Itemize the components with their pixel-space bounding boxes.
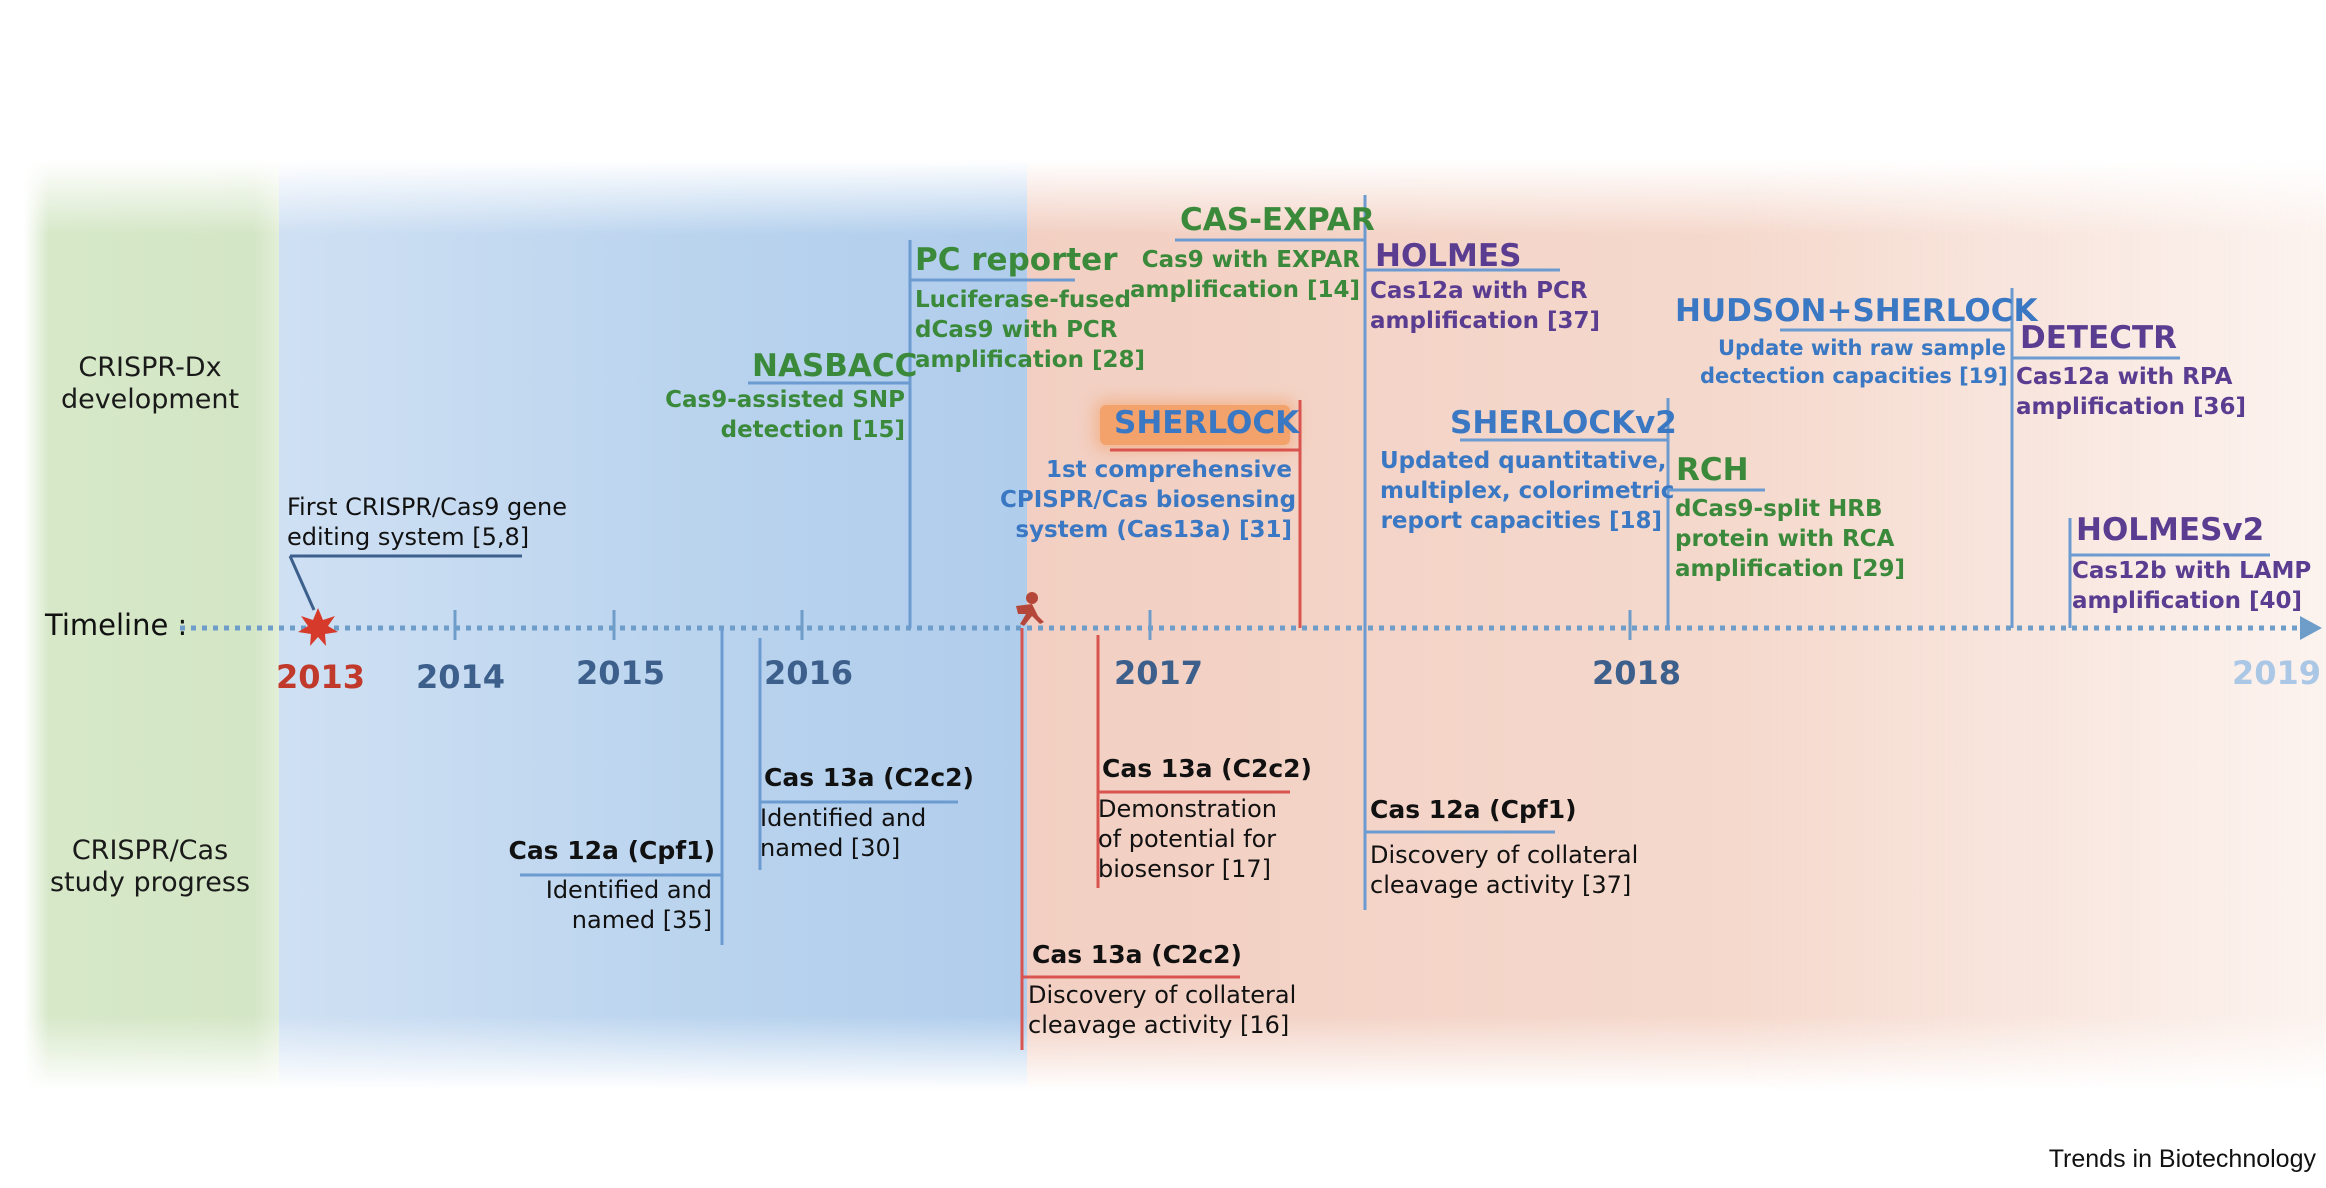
cas12a-collateral-desc: Discovery of collateral cleavage activity… [1370,841,1639,899]
nasbacc-title: NASBACC [752,348,918,384]
year-2014: 2014 [416,658,506,696]
rch-title: RCH [1676,452,1749,488]
row-label-band [24,160,279,1090]
timeline-label: Timeline : [45,608,188,642]
cas12a-identified-title: Cas 12a (Cpf1) [508,836,715,865]
row-label-dx: CRISPR-Dx development [60,352,240,415]
year-2016: 2016 [764,654,854,692]
detectr-title: DETECTR [2020,320,2177,356]
row-label-study: CRISPR/Cas study progress [49,835,251,898]
holmes-desc: Cas12a with PCR amplification [37] [1370,278,1601,334]
sherlock-desc: 1st comprehensive CPISPR/Cas biosensing sy… [1000,457,1297,543]
year-2015: 2015 [576,654,666,692]
holmesv2-title: HOLMESv2 [2076,512,2265,548]
hudson-sherlock-desc: Update with raw sample dectection capacit… [1700,336,2008,388]
sherlockv2-title: SHERLOCKv2 [1450,405,1677,441]
hudson-sherlock-title: HUDSON+SHERLOCK [1675,293,2038,329]
cas-expar-title: CAS-EXPAR [1180,202,1375,238]
runner-icon [1016,592,1044,626]
journal-footer: Trends in Biotechnology [2048,1145,2316,1173]
cas13a-biosensor-desc: Demonstration of potential for biosensor [… [1098,795,1277,883]
sherlock-title: SHERLOCK [1114,405,1300,441]
cas13a-identified-title: Cas 13a (C2c2) [764,763,974,792]
year-2017: 2017 [1114,654,1204,692]
cas12a-identified-desc: Identified and named [35] [545,876,712,934]
event-first-crispr: First CRISPR/Cas9 gene editing system [5,… [287,493,567,551]
detectr-desc: Cas12a with RPA amplification [36] [2016,364,2247,420]
holmes-title: HOLMES [1375,238,1522,274]
sherlockv2-desc: Updated quantitative, multiplex, colorime… [1380,448,1675,534]
era-band-orange [1027,160,2326,1090]
year-2013: 2013 [276,658,366,696]
starburst-2013-icon [298,608,338,646]
cas13a-collateral-title: Cas 13a (C2c2) [1032,940,1242,969]
cas12a-collateral-title: Cas 12a (Cpf1) [1370,795,1577,824]
cas-expar-desc: Cas9 with EXPAR amplification [14] [1129,247,1360,303]
pc-reporter-desc: Luciferase-fused dCas9 with PCR amplificat… [915,287,1146,373]
holmesv2-desc: Cas12b with LAMP amplification [40] [2072,558,2312,614]
cas13a-collateral-desc: Discovery of collateral cleavage activity… [1028,981,1297,1039]
year-2019: 2019 [2232,654,2322,692]
rch-desc: dCas9-split HRB protein with RCA amplifica… [1675,496,1906,582]
era-band-blue [279,160,1027,1090]
cas13a-identified-desc: Identified and named [30] [760,804,927,862]
sherlock-highlight [1100,405,1290,445]
timeline-arrow-head [2300,616,2322,640]
nasbacc-desc: Cas9-assisted SNP detection [15] [665,387,905,443]
cas13a-biosensor-title: Cas 13a (C2c2) [1102,754,1312,783]
pc-reporter-title: PC reporter [915,242,1118,278]
year-2018: 2018 [1592,654,1682,692]
